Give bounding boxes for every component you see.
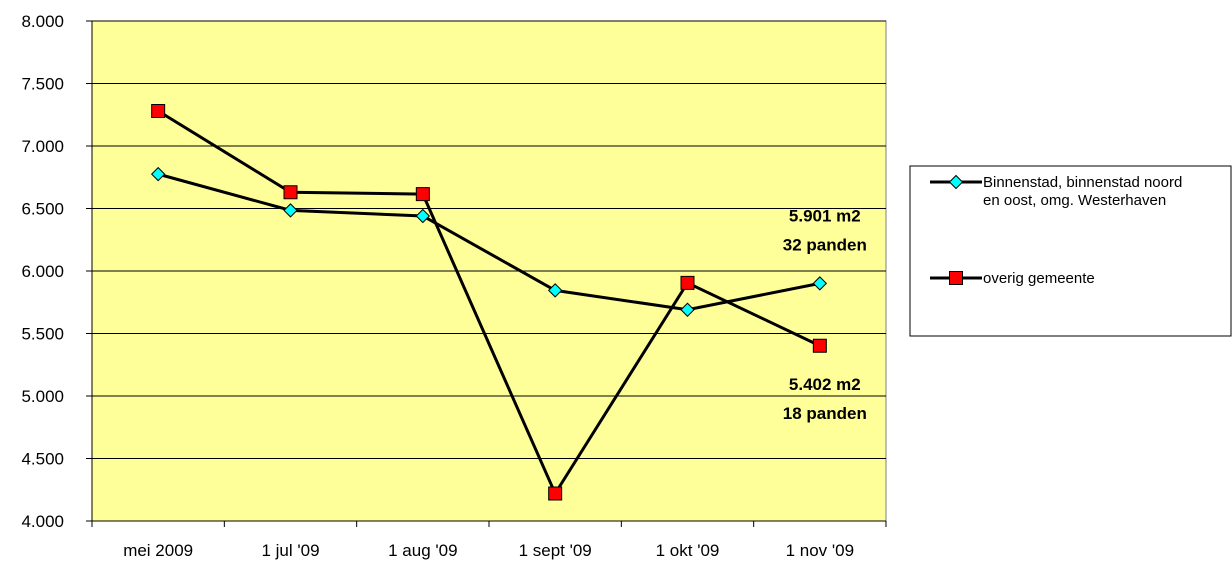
square-marker xyxy=(812,338,827,353)
square-marker xyxy=(548,486,563,501)
annotation-text: 18 panden xyxy=(783,404,867,423)
x-tick-label: 1 nov '09 xyxy=(786,541,854,560)
diamond-marker xyxy=(812,276,828,291)
series-lines xyxy=(157,109,821,497)
legend: Binnenstad, binnenstad noord en oost, om… xyxy=(909,165,1232,337)
y-tick-label: 4.500 xyxy=(21,450,64,469)
diamond-marker xyxy=(680,302,695,317)
x-tick-label: 1 aug '09 xyxy=(388,541,457,560)
legend-label: overig gemeente xyxy=(983,270,1095,287)
x-tick-labels: mei 2009 1 jul '09 1 aug '09 1 sept '09 1 ok… xyxy=(123,541,854,560)
legend-label: en oost, omg. Westerhaven xyxy=(983,192,1166,209)
x-tick-label: 1 okt '09 xyxy=(656,541,720,560)
annotation-text: 5.402 m2 xyxy=(789,375,861,394)
series-markers xyxy=(150,104,828,501)
x-tick-label: 1 jul '09 xyxy=(261,541,319,560)
diamond-marker xyxy=(150,166,166,182)
annotation-text: 32 panden xyxy=(783,235,867,254)
diamond-marker xyxy=(948,174,964,190)
series-line xyxy=(157,109,821,497)
diamond-marker xyxy=(415,208,431,224)
x-tick-label: 1 sept '09 xyxy=(519,541,592,560)
y-tick-label: 8.000 xyxy=(21,12,64,31)
x-tick-label: mei 2009 xyxy=(123,541,193,560)
annotations: 5.901 m2 32 panden 5.402 m2 18 panden xyxy=(783,206,867,422)
diamond-marker xyxy=(547,283,563,298)
square-marker xyxy=(949,271,963,285)
square-marker xyxy=(151,104,166,118)
y-tick-label: 7.500 xyxy=(21,75,64,94)
y-tick-label: 6.500 xyxy=(21,200,64,219)
gridlines xyxy=(92,20,886,459)
y-tick-label: 4.000 xyxy=(21,512,64,531)
annotation-text: 5.901 m2 xyxy=(789,206,861,225)
square-marker xyxy=(680,275,695,290)
legend-box xyxy=(909,165,1232,337)
axes xyxy=(86,20,887,527)
diamond-marker xyxy=(283,203,298,218)
square-marker xyxy=(283,185,298,200)
square-marker xyxy=(415,187,430,202)
series-line xyxy=(157,172,821,312)
y-tick-label: 6.000 xyxy=(21,262,64,281)
legend-label: Binnenstad, binnenstad noord xyxy=(983,174,1182,191)
y-tick-label: 7.000 xyxy=(21,137,64,156)
y-tick-label: 5.500 xyxy=(21,325,64,344)
y-tick-label: 5.000 xyxy=(21,387,64,406)
y-tick-labels: 4.000 4.500 5.000 5.500 6.000 6.500 7.000 7.500… xyxy=(21,12,64,531)
